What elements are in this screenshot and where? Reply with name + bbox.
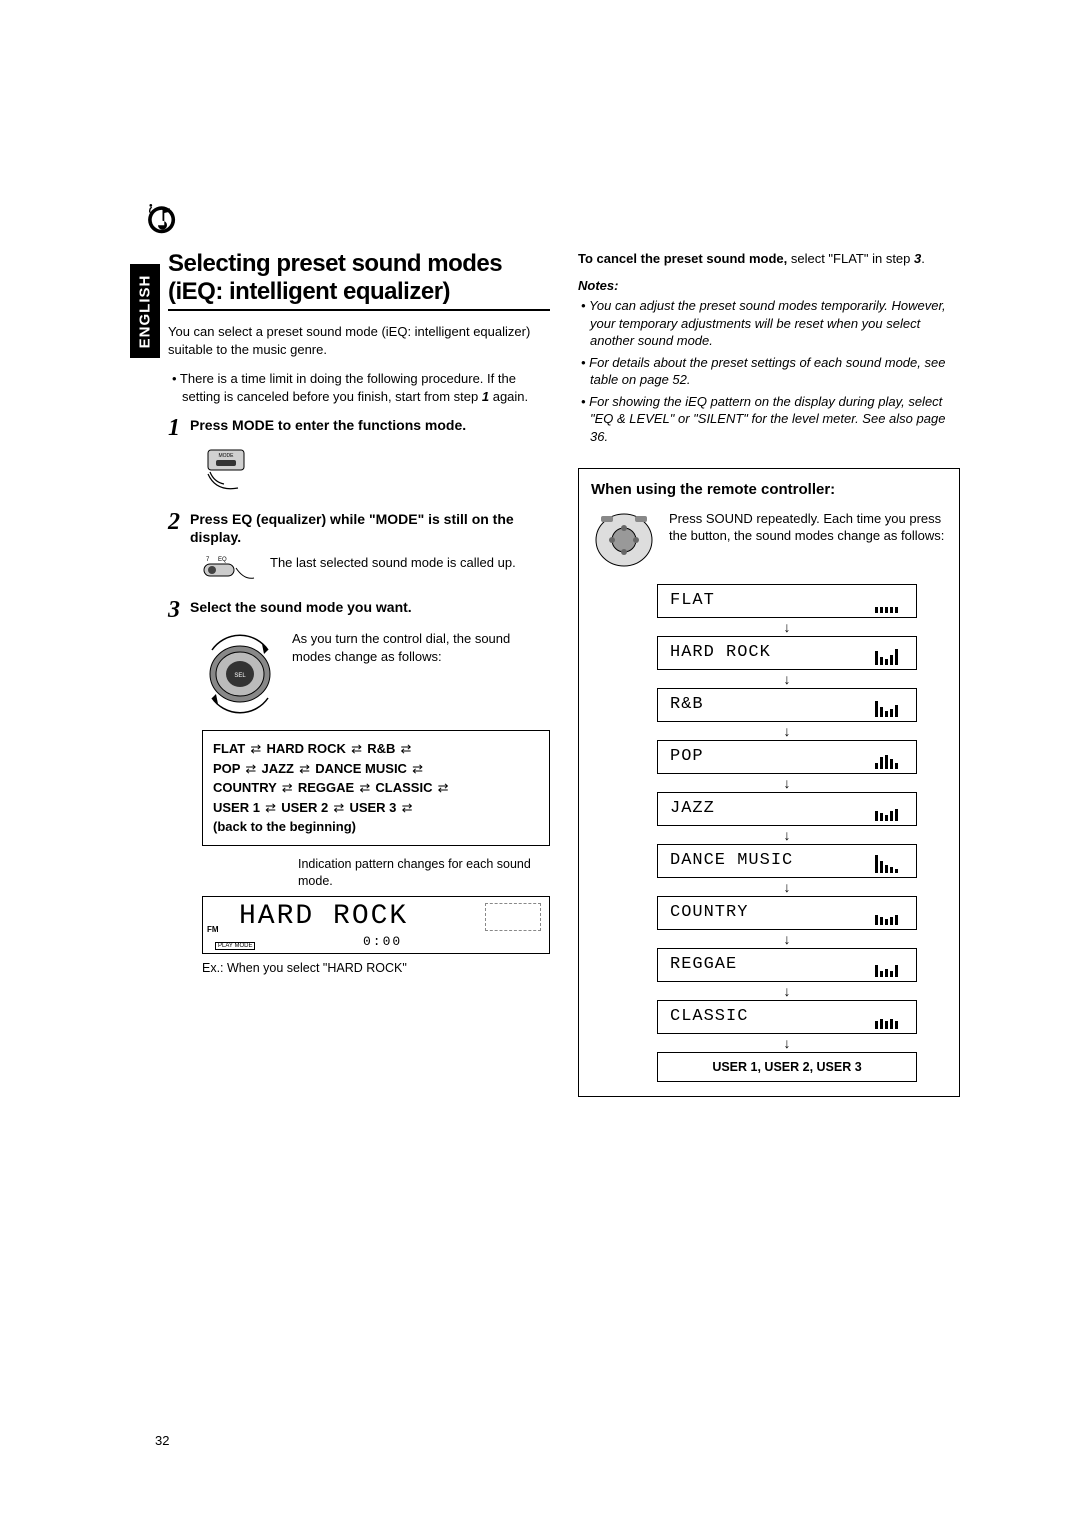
remote-controller-box: When using the remote controller: Press … <box>578 468 960 1097</box>
step-3-text: Select the sound mode you want. <box>190 598 550 622</box>
control-dial-illustration: SEL <box>202 630 280 716</box>
mode-country: COUNTRY <box>657 896 917 930</box>
music-note-icon <box>140 200 176 236</box>
display-illustration: HARD ROCK FM PLAY MODE 0:00 <box>202 896 550 954</box>
mode-flat: FLAT <box>657 584 917 618</box>
remote-heading: When using the remote controller: <box>591 481 947 498</box>
sound-mode-flow: FLAT ↓ HARD ROCK ↓ R&B ↓ POP ↓ JAZZ ↓ DA… <box>627 584 947 1082</box>
intro-text: You can select a preset sound mode (iEQ:… <box>168 323 550 359</box>
page-number: 32 <box>155 1433 169 1448</box>
mode-jazz: JAZZ <box>657 792 917 826</box>
step-1-text: Press MODE to enter the functions mode. <box>190 416 550 440</box>
language-tab: ENGLISH <box>130 264 160 358</box>
svg-text:MODE: MODE <box>219 453 235 459</box>
remote-controller-illustration <box>591 510 657 570</box>
step-2-side: The last selected sound mode is called u… <box>270 554 550 572</box>
svg-text:7: 7 <box>206 557 210 563</box>
example-caption: Ex.: When you select "HARD ROCK" <box>202 960 550 977</box>
mode-classic: CLASSIC <box>657 1000 917 1034</box>
mode-dance: DANCE MUSIC <box>657 844 917 878</box>
step-3: 3 Select the sound mode you want. <box>168 598 550 622</box>
language-label: ENGLISH <box>137 274 154 348</box>
note-1: • You can adjust the preset sound modes … <box>578 297 960 350</box>
mode-reggae: REGGAE <box>657 948 917 982</box>
mode-hard-rock: HARD ROCK <box>657 636 917 670</box>
mode-rnb: R&B <box>657 688 917 722</box>
eq-button-illustration: 7 EQ <box>202 554 258 584</box>
note-3: • For showing the iEQ pattern on the dis… <box>578 393 960 446</box>
step-2: 2 Press EQ (equalizer) while "MODE" is s… <box>168 510 550 546</box>
mode-user: USER 1, USER 2, USER 3 <box>657 1052 917 1082</box>
svg-text:SEL: SEL <box>234 673 246 679</box>
svg-text:EQ: EQ <box>218 557 227 563</box>
time-limit-note: • There is a time limit in doing the fol… <box>168 370 550 406</box>
step-number: 2 <box>168 510 180 546</box>
step-3-side: As you turn the control dial, the sound … <box>292 630 550 665</box>
sound-mode-sequence: FLAT ⇄ HARD ROCK ⇄ R&B ⇄ POP ⇄ JAZZ ⇄ DA… <box>202 730 550 846</box>
mode-button-illustration: MODE <box>202 448 256 496</box>
step-2-text: Press EQ (equalizer) while "MODE" is sti… <box>190 510 550 546</box>
step-number: 1 <box>168 416 180 440</box>
remote-intro: Press SOUND repeatedly. Each time you pr… <box>669 510 947 570</box>
step-number: 3 <box>168 598 180 622</box>
page-title: Selecting preset sound modes (iEQ: intel… <box>168 250 550 311</box>
mode-pop: POP <box>657 740 917 774</box>
notes-heading: Notes: <box>578 278 960 293</box>
cancel-note: To cancel the preset sound mode, select … <box>578 250 960 268</box>
note-2: • For details about the preset settings … <box>578 354 960 389</box>
step-1: 1 Press MODE to enter the functions mode… <box>168 416 550 440</box>
indication-caption: Indication pattern changes for each soun… <box>298 856 550 890</box>
